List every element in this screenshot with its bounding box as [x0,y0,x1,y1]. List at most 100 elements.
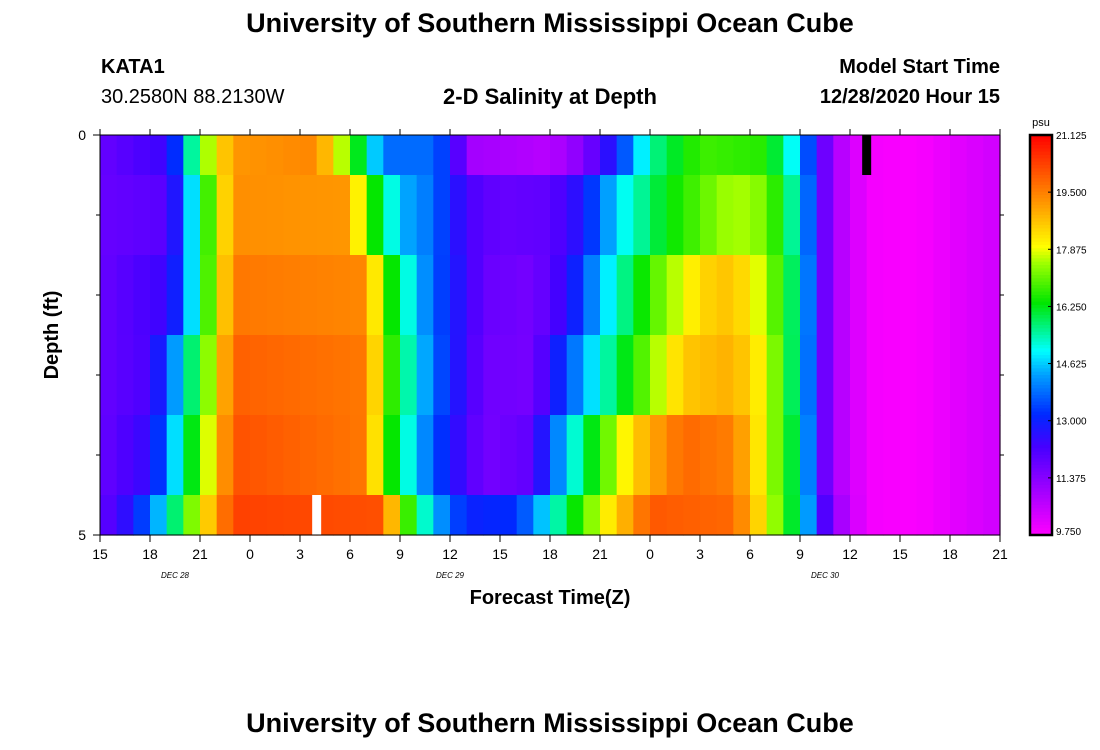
heatmap-cell [950,495,968,536]
colorbar-segment [1030,305,1052,309]
heatmap-cell [933,335,951,416]
heatmap-cell [416,255,434,336]
heatmap-cell [600,135,618,176]
colorbar-tick-label: 17.875 [1056,245,1087,256]
heatmap-cell [950,335,968,416]
heatmap-cell [566,335,584,416]
colorbar-segment [1030,218,1052,223]
heatmap-cell [550,175,568,256]
heatmap-cell [983,335,1001,416]
x-tick-label: 0 [246,546,254,562]
heatmap-cell [133,335,151,416]
heatmap-cell [233,335,251,416]
heatmap-cell [433,135,451,176]
station-coordinates: 30.2580N 88.2130W [101,86,285,108]
heatmap-cell [766,135,784,176]
heatmap-cell [933,495,951,536]
colorbar-segment [1030,141,1052,146]
heatmap-cell [783,415,801,496]
x-tick-label: 21 [992,546,1008,562]
heatmap-cell [383,415,401,496]
colorbar-segment [1030,245,1052,249]
colorbar-segment [1030,215,1052,219]
heatmap-cell [200,135,218,176]
heatmap-cell [783,495,801,536]
colorbar-segment [1030,471,1052,476]
heatmap-cell [416,415,434,496]
colorbar-segment [1030,355,1052,359]
heatmap-cell [733,495,751,536]
heatmap-cell [700,415,718,496]
heatmap-cell [216,175,234,256]
y-axis-label: Depth (ft) [41,291,63,380]
footer-title: University of Southern Mississippi Ocean… [246,708,854,738]
colorbar-segment [1030,425,1052,429]
heatmap-cell [466,135,484,176]
x-tick-label: 21 [592,546,608,562]
colorbar-segment [1030,468,1052,473]
colorbar-segment [1030,138,1052,143]
heatmap-cell [816,255,834,336]
heatmap-cell [666,255,684,336]
heatmap-cell [483,415,501,496]
heatmap-cell [616,175,634,256]
colorbar-segment [1030,515,1052,519]
colorbar-segment [1030,421,1052,426]
heatmap-cell [166,415,184,496]
heatmap-cell [766,255,784,336]
x-tick-label: 18 [142,546,158,562]
colorbar-segment [1030,211,1052,216]
colorbar: 21.125 19.500 17.875 16.250 14.625 13.000 11.3… [1028,131,1087,538]
heatmap-cell [983,415,1001,496]
heatmap-cell [183,255,201,336]
heatmap-cell [900,175,918,256]
heatmap-cell [483,335,501,416]
colorbar-segment [1030,191,1052,196]
heatmap-cell [416,135,434,176]
x-tick-label: 12 [442,546,458,562]
heatmap-cell [833,175,851,256]
heatmap-cell [583,495,601,536]
heatmap-cell [466,335,484,416]
heatmap-cell [633,175,651,256]
colorbar-segment [1030,195,1052,199]
heatmap-cell [650,495,668,536]
colorbar-segment [1030,505,1052,509]
heatmap-cell [333,135,351,176]
heatmap-cell [550,495,568,536]
heatmap-cell [233,175,251,256]
colorbar-segment [1030,251,1052,256]
heatmap-cell [416,335,434,416]
heatmap-cell [466,255,484,336]
colorbar-segment [1030,431,1052,436]
heatmap-cell [600,415,618,496]
heatmap-cell [850,335,868,416]
heatmap-cell [366,335,384,416]
heatmap-cell [583,255,601,336]
heatmap-cell [116,495,134,536]
colorbar-segment [1030,481,1052,486]
heatmap-cell [600,175,618,256]
heatmap-cell [783,135,801,176]
heatmap-cell [866,415,884,496]
colorbar-segment [1030,315,1052,319]
heatmap-cell [533,335,551,416]
heatmap-cell [916,175,934,256]
heatmap-cell [733,135,751,176]
colorbar-segment [1030,321,1052,326]
heatmap-cell [116,135,134,176]
heatmap-cell [816,495,834,536]
heatmap-cell [250,175,268,256]
colorbar-segment [1030,348,1052,353]
heatmap-cell [283,335,301,416]
heatmap-cell [516,335,534,416]
heatmap-cell [500,335,518,416]
colorbar-segment [1030,518,1052,523]
heatmap-cell [116,175,134,256]
colorbar-segment [1030,161,1052,166]
heatmap-cell [716,415,734,496]
heatmap-cell [933,175,951,256]
colorbar-segment [1030,265,1052,269]
heatmap-cell [800,175,818,256]
heatmap-cell [366,255,384,336]
